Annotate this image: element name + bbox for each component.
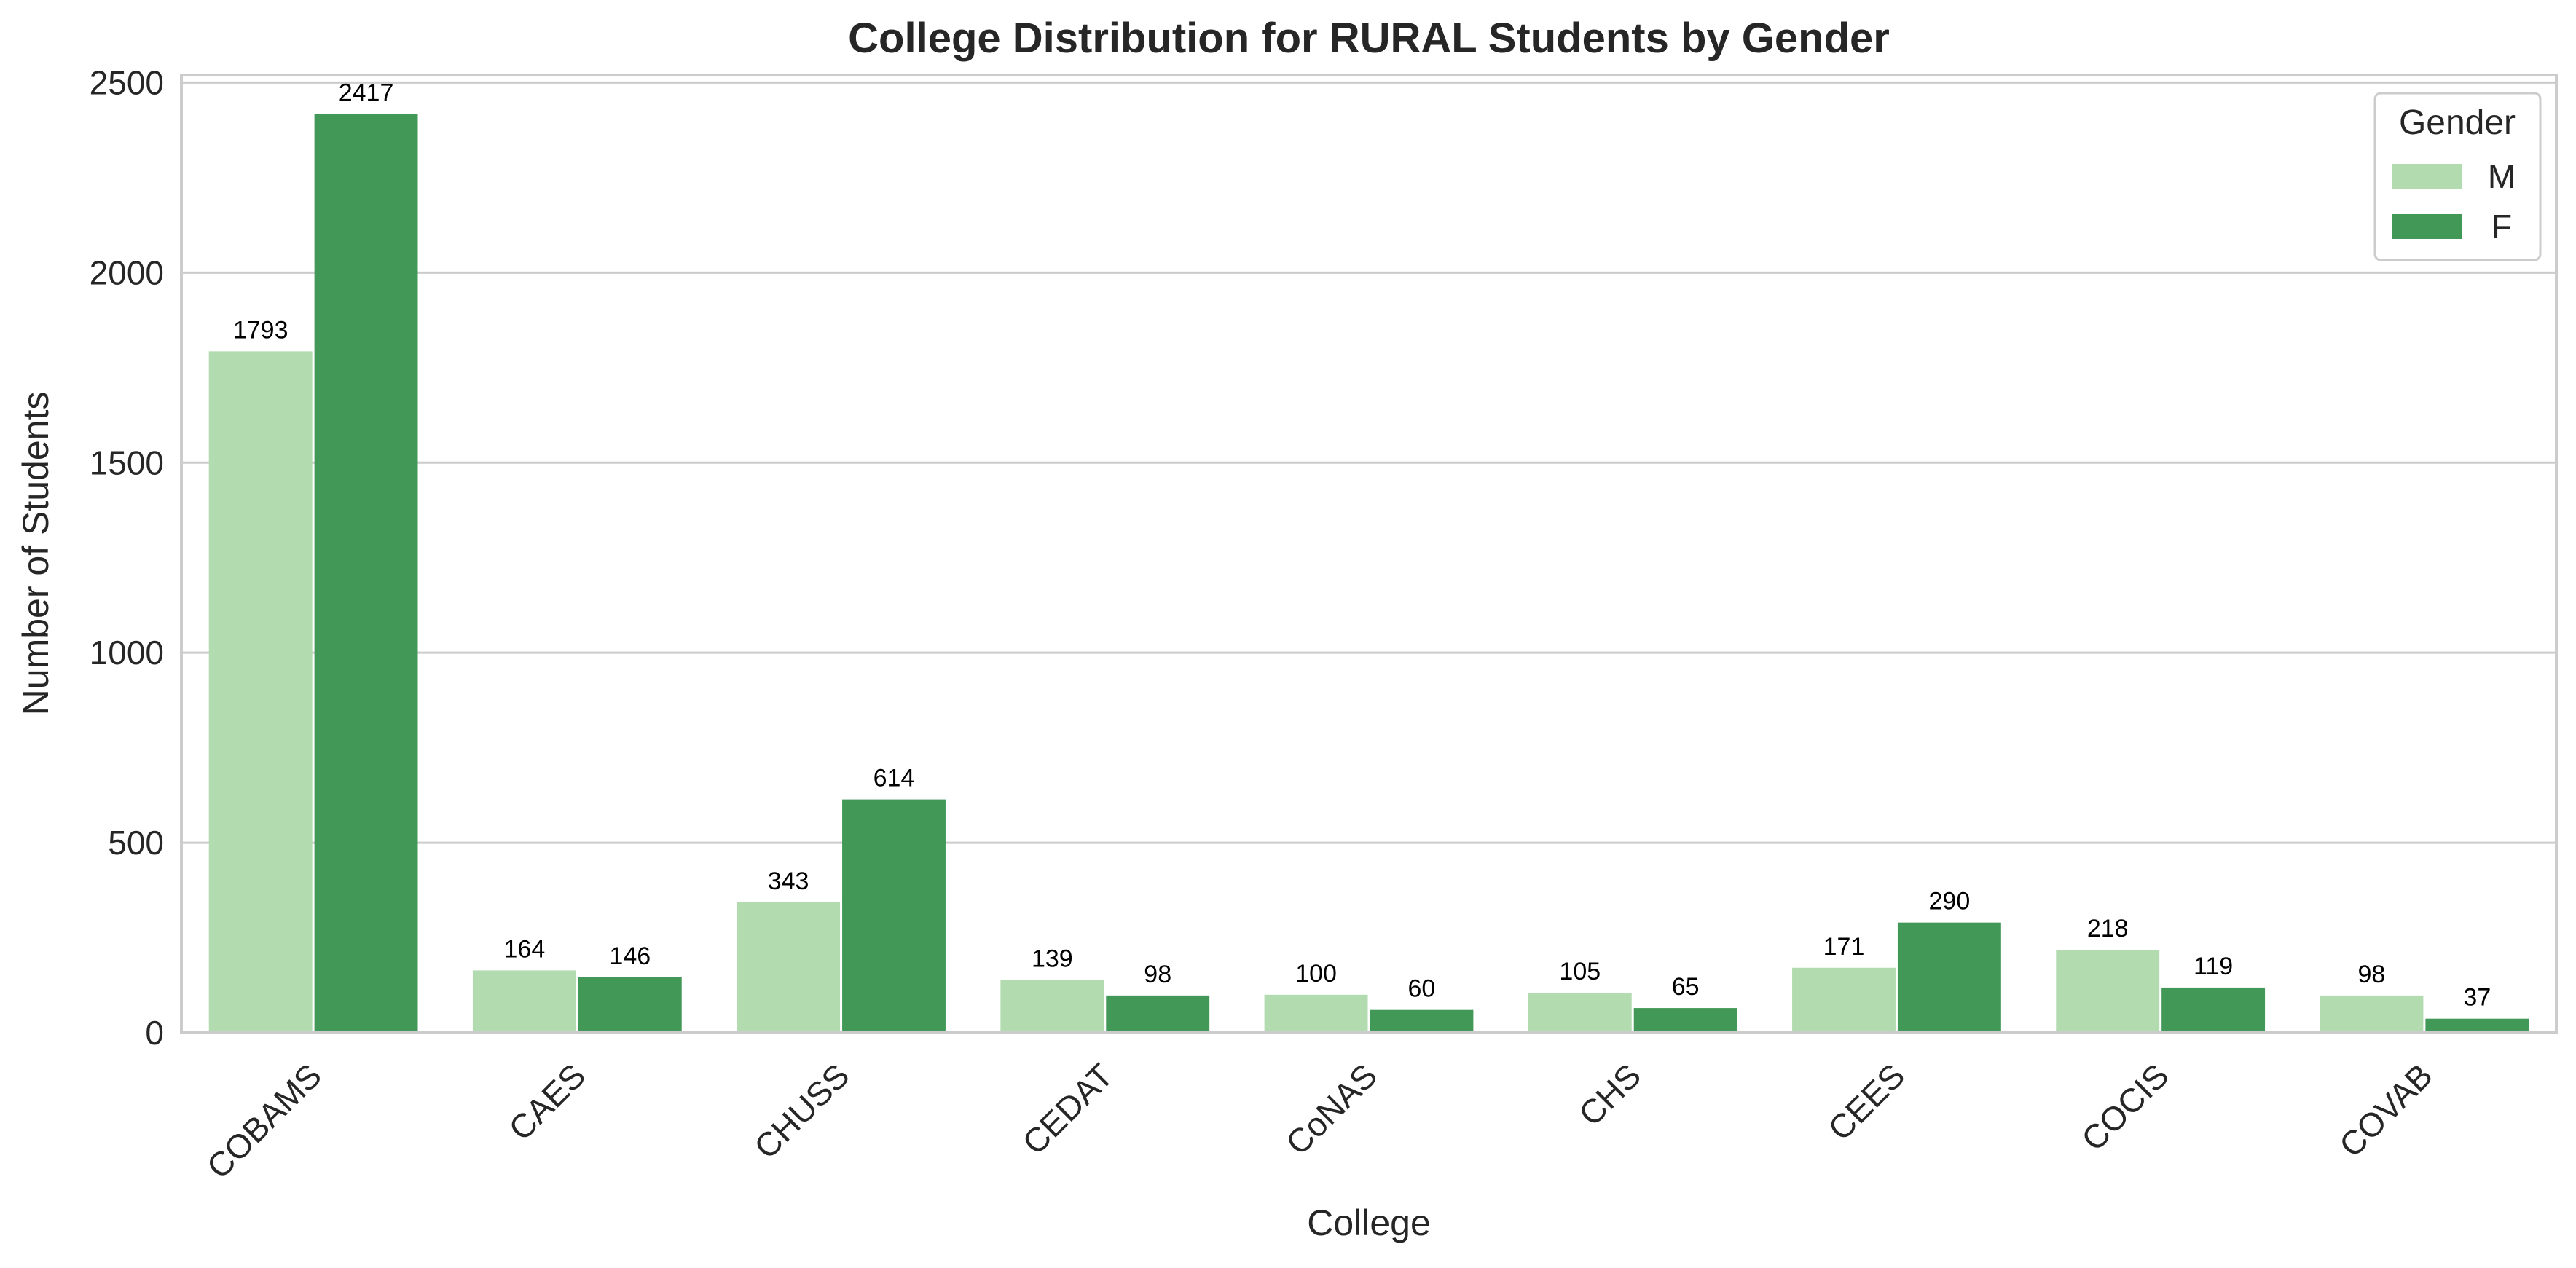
bar-chuss-f (842, 799, 946, 1033)
bar-value-label: 290 (1929, 888, 1971, 915)
plot-frame (180, 74, 2558, 1034)
y-tick-label: 1500 (90, 444, 164, 481)
bar-chs-f (1633, 1008, 1737, 1033)
bar-value-label: 65 (1672, 973, 1700, 1001)
bar-value-label: 164 (504, 935, 546, 963)
y-tick-label: 0 (145, 1014, 164, 1052)
bar-value-label: 1793 (233, 316, 288, 344)
bar-caes-f (578, 977, 682, 1033)
y-tick-label: 500 (108, 824, 164, 862)
bar-value-label: 139 (1032, 945, 1073, 972)
legend-title: Gender (2399, 103, 2516, 142)
legend-label-f: F (2491, 208, 2512, 245)
bar-chuss-m (737, 902, 841, 1033)
bar-value-label: 343 (768, 867, 809, 895)
chart-title: College Distribution for RURAL Students … (848, 15, 1890, 62)
bar-conas-m (1264, 994, 1368, 1033)
bar-value-label: 98 (2358, 961, 2386, 988)
bar-value-label: 100 (1295, 960, 1337, 988)
bar-value-label: 218 (2087, 915, 2129, 942)
bar-value-label: 146 (609, 942, 651, 970)
y-tick-label: 2500 (90, 63, 164, 101)
bar-cobams-f (314, 114, 418, 1033)
bar-cobams-m (208, 351, 313, 1033)
bar-covab-f (2425, 1018, 2529, 1033)
bar-value-label: 105 (1559, 958, 1601, 985)
bar-value-label: 60 (1408, 975, 1436, 1003)
bar-value-label: 2417 (339, 79, 394, 107)
bar-cocis-m (2056, 950, 2160, 1033)
bar-cedat-m (1000, 980, 1104, 1033)
y-axis-label: Number of Students (15, 392, 56, 716)
y-tick-label: 1000 (90, 634, 164, 672)
x-axis-label: College (1307, 1202, 1431, 1243)
legend: Gender M F (2373, 92, 2542, 261)
bar-cedat-f (1106, 995, 1210, 1033)
bars (208, 114, 2529, 1033)
bar-value-label: 37 (2463, 984, 2491, 1012)
legend-swatch-f (2392, 214, 2462, 239)
bar-cocis-f (2161, 987, 2266, 1033)
bar-value-label: 119 (2194, 953, 2233, 980)
bar-cees-m (1792, 967, 1896, 1033)
bar-labels: 1793 2417 164 146 343 614 139 98 100 60 105 65 171 29… (233, 79, 2491, 1012)
bar-chs-m (1528, 993, 1632, 1033)
y-axis-ticks: 0 500 1000 1500 2000 2500 (90, 63, 164, 1052)
y-tick-label: 2000 (90, 253, 164, 291)
legend-swatch-m (2392, 164, 2462, 189)
legend-label-m: M (2488, 157, 2516, 195)
bar-value-label: 171 (1823, 933, 1865, 961)
bar-value-label: 614 (873, 765, 915, 792)
bar-covab-m (2320, 995, 2424, 1033)
bar-value-label: 98 (1144, 961, 1171, 988)
bar-conas-f (1370, 1009, 1474, 1033)
bar-caes-m (472, 970, 576, 1033)
bar-cees-f (1897, 922, 2001, 1033)
